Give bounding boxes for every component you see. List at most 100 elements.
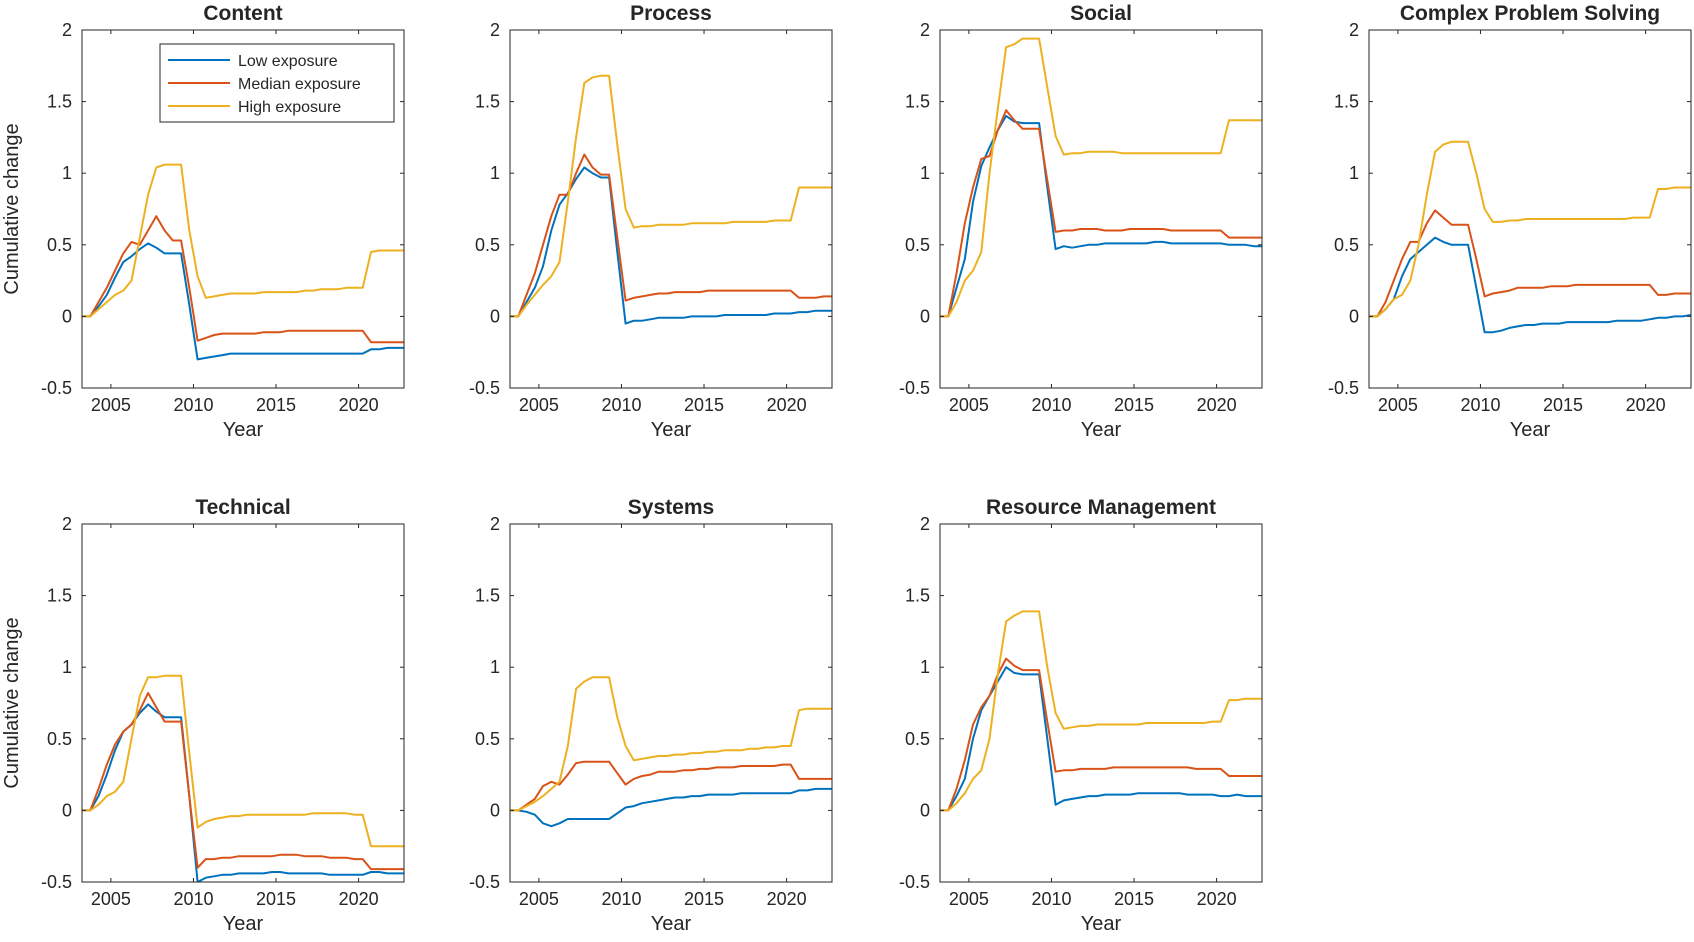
y-tick-label: 2 (490, 20, 500, 40)
y-tick-label: 1 (920, 163, 930, 183)
y-tick-label: 1 (62, 163, 72, 183)
y-tick-label: 0.5 (1334, 235, 1359, 255)
series-line-median (510, 153, 832, 318)
y-tick-label: -0.5 (899, 378, 930, 398)
y-tick-label: 0.5 (47, 729, 72, 749)
legend-label-low: Low exposure (238, 53, 338, 70)
y-tick-label: 0 (490, 800, 500, 820)
y-tick-label: 0.5 (905, 729, 930, 749)
x-axis-label: Year (1081, 913, 1122, 935)
y-tick-label: -0.5 (469, 872, 500, 892)
plot-area (82, 524, 404, 882)
x-axis-label: Year (223, 419, 264, 441)
x-tick-label: 2020 (767, 395, 807, 415)
legend-label-median: Median exposure (238, 76, 361, 93)
y-axis-label: Cumulative change (1, 617, 23, 788)
y-tick-label: 0 (1349, 306, 1359, 326)
x-tick-label: 2010 (173, 889, 213, 909)
panel-title: Systems (628, 496, 714, 519)
legend: Low exposure Median exposure High exposure (159, 43, 395, 123)
x-tick-label: 2015 (256, 395, 296, 415)
x-tick-label: 2015 (256, 889, 296, 909)
x-tick-label: 2010 (601, 889, 641, 909)
x-axis-label: Year (651, 913, 692, 935)
y-axis-label: Cumulative change (1, 123, 23, 294)
plot-area (1369, 30, 1691, 388)
series-line-high (82, 674, 404, 848)
y-tick-label: 0.5 (905, 235, 930, 255)
panel-technical: -0.5 0 0.5 1 1.5 2 2005 2010 2015 2020 Technical Ye… (1, 496, 405, 935)
y-tick-label: 0 (920, 800, 930, 820)
x-tick-label: 2010 (1031, 395, 1071, 415)
legend-label-high: High exposure (238, 99, 341, 116)
series-line-high (82, 163, 404, 318)
panel-title: Complex Problem Solving (1400, 2, 1660, 25)
y-tick-label: -0.5 (899, 872, 930, 892)
y-tick-label: 2 (62, 20, 72, 40)
y-tick-label: 0.5 (475, 235, 500, 255)
y-tick-label: 2 (1349, 20, 1359, 40)
x-tick-label: 2020 (339, 889, 379, 909)
y-tick-label: 1 (490, 657, 500, 677)
x-tick-label: 2020 (1197, 395, 1237, 415)
y-tick-label: 1.5 (47, 586, 72, 606)
y-tick-label: 0 (490, 306, 500, 326)
axes-box (1368, 29, 1692, 389)
x-tick-label: 2005 (1378, 395, 1418, 415)
series-line-low (1369, 236, 1691, 334)
y-tick-label: 1.5 (47, 92, 72, 112)
series-line-low (940, 666, 1262, 812)
y-tick-label: 1.5 (905, 586, 930, 606)
axes-box (81, 523, 405, 883)
panel-title: Resource Management (986, 496, 1216, 519)
plot-area (510, 30, 832, 388)
y-tick-label: -0.5 (41, 872, 72, 892)
x-tick-label: 2010 (1031, 889, 1071, 909)
y-tick-label: -0.5 (1328, 378, 1359, 398)
x-axis-label: Year (651, 419, 692, 441)
axes-box (81, 29, 405, 389)
x-tick-label: 2005 (91, 395, 131, 415)
series-line-high (940, 610, 1262, 812)
legend-box (159, 43, 395, 123)
x-tick-label: 2020 (1626, 395, 1666, 415)
y-tick-label: 0 (62, 306, 72, 326)
series-line-high (940, 37, 1262, 318)
axes-box (509, 29, 833, 389)
panel-systems: -0.5 0 0.5 1 1.5 2 2005 2010 2015 2020 Systems Year (469, 496, 833, 935)
x-tick-label: 2015 (1114, 395, 1154, 415)
series-line-median (1369, 209, 1691, 318)
x-tick-label: 2015 (684, 889, 724, 909)
y-tick-label: 1 (490, 163, 500, 183)
series-line-median (82, 215, 404, 344)
x-tick-label: 2010 (601, 395, 641, 415)
y-tick-label: 0.5 (47, 235, 72, 255)
y-tick-label: 1.5 (905, 92, 930, 112)
x-tick-label: 2010 (173, 395, 213, 415)
y-tick-label: 0.5 (475, 729, 500, 749)
y-tick-label: 1.5 (1334, 92, 1359, 112)
panel-complex-problem-solving: -0.5 0 0.5 1 1.5 2 2005 2010 2015 2020 Complex Pro… (1328, 2, 1692, 441)
panel-content: -0.5 0 0.5 1 1.5 2 2005 2010 2015 2020 Content Year… (1, 2, 405, 441)
axes-box (939, 29, 1263, 389)
y-tick-label: -0.5 (469, 378, 500, 398)
x-axis-label: Year (1510, 419, 1551, 441)
y-tick-label: 2 (62, 514, 72, 534)
y-tick-label: 1 (1349, 163, 1359, 183)
series-line-high (1369, 140, 1691, 318)
x-tick-label: 2015 (1543, 395, 1583, 415)
x-tick-label: 2005 (949, 395, 989, 415)
axes-box (939, 523, 1263, 883)
series-line-high (510, 676, 832, 812)
x-axis-label: Year (1081, 419, 1122, 441)
y-tick-label: 1 (62, 657, 72, 677)
x-axis-label: Year (223, 913, 264, 935)
y-tick-label: 1.5 (475, 586, 500, 606)
series-line-low (510, 787, 832, 828)
x-tick-label: 2005 (949, 889, 989, 909)
y-tick-label: 2 (490, 514, 500, 534)
panel-title: Social (1070, 2, 1132, 25)
panel-social: -0.5 0 0.5 1 1.5 2 2005 2010 2015 2020 Social Year (899, 2, 1263, 441)
panel-title: Content (203, 2, 282, 25)
